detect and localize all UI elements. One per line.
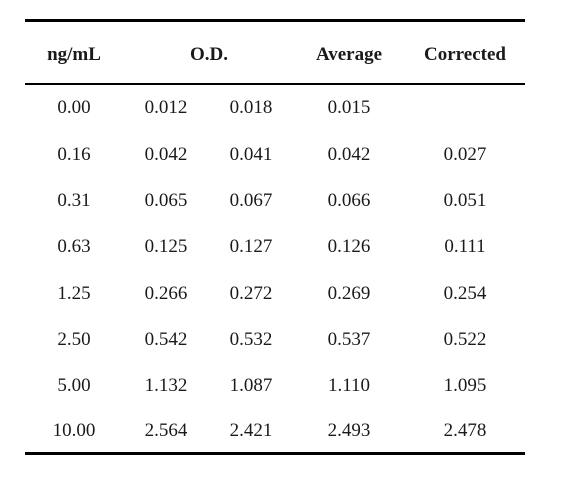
cell-corrected: 0.051 xyxy=(443,190,487,211)
cell-conc: 0.63 xyxy=(57,236,91,257)
cell-od1: 0.266 xyxy=(144,283,188,304)
cell-average: 0.537 xyxy=(327,329,371,350)
cell-conc: 10.00 xyxy=(52,420,96,441)
cell-corrected: 0.111 xyxy=(444,236,486,257)
table-row: 1.25 0.266 0.272 0.269 0.254 xyxy=(25,283,525,305)
table-row: 0.63 0.125 0.127 0.126 0.111 xyxy=(25,236,525,258)
table-row: 0.16 0.042 0.041 0.042 0.027 xyxy=(25,144,525,166)
cell-corrected: 0.522 xyxy=(443,329,487,350)
table-row: 2.50 0.542 0.532 0.537 0.522 xyxy=(25,329,525,351)
header-od: O.D. xyxy=(190,44,228,65)
cell-od1: 1.132 xyxy=(144,375,188,396)
header-average: Average xyxy=(315,44,383,65)
header-rule xyxy=(25,83,525,85)
cell-od1: 0.065 xyxy=(144,190,188,211)
cell-corrected: 0.027 xyxy=(443,144,487,165)
cell-corrected: 0.254 xyxy=(443,283,487,304)
cell-average: 0.042 xyxy=(327,144,371,165)
cell-average: 0.269 xyxy=(327,283,371,304)
cell-od2: 0.272 xyxy=(229,283,273,304)
cell-conc: 0.31 xyxy=(57,190,91,211)
table-row: 0.00 0.012 0.018 0.015 xyxy=(25,97,525,119)
cell-average: 0.066 xyxy=(327,190,371,211)
cell-od1: 2.564 xyxy=(144,420,188,441)
header-corrected: Corrected xyxy=(424,44,506,65)
top-rule xyxy=(25,19,525,22)
cell-od1: 0.012 xyxy=(144,97,188,118)
table-row: 10.00 2.564 2.421 2.493 2.478 xyxy=(25,420,525,442)
cell-average: 0.015 xyxy=(327,97,371,118)
header-conc: ng/mL xyxy=(47,44,101,65)
cell-od2: 0.127 xyxy=(229,236,273,257)
cell-od2: 1.087 xyxy=(229,375,273,396)
table-row: 5.00 1.132 1.087 1.110 1.095 xyxy=(25,375,525,397)
table-row: 0.31 0.065 0.067 0.066 0.051 xyxy=(25,190,525,212)
cell-od2: 0.532 xyxy=(229,329,273,350)
cell-average: 2.493 xyxy=(327,420,371,441)
bottom-rule xyxy=(25,452,525,455)
cell-od2: 2.421 xyxy=(229,420,273,441)
cell-od1: 0.125 xyxy=(144,236,188,257)
cell-od2: 0.041 xyxy=(229,144,273,165)
cell-od2: 0.018 xyxy=(229,97,273,118)
cell-conc: 5.00 xyxy=(57,375,91,396)
cell-average: 0.126 xyxy=(327,236,371,257)
cell-od1: 0.542 xyxy=(144,329,188,350)
cell-od1: 0.042 xyxy=(144,144,188,165)
cell-od2: 0.067 xyxy=(229,190,273,211)
cell-conc: 0.16 xyxy=(57,144,91,165)
cell-conc: 1.25 xyxy=(57,283,91,304)
cell-corrected: 2.478 xyxy=(443,420,487,441)
cell-conc: 2.50 xyxy=(57,329,91,350)
table-header: ng/mL O.D. Average Corrected xyxy=(25,44,525,68)
cell-corrected: 1.095 xyxy=(443,375,487,396)
cell-conc: 0.00 xyxy=(57,97,91,118)
cell-average: 1.110 xyxy=(327,375,371,396)
